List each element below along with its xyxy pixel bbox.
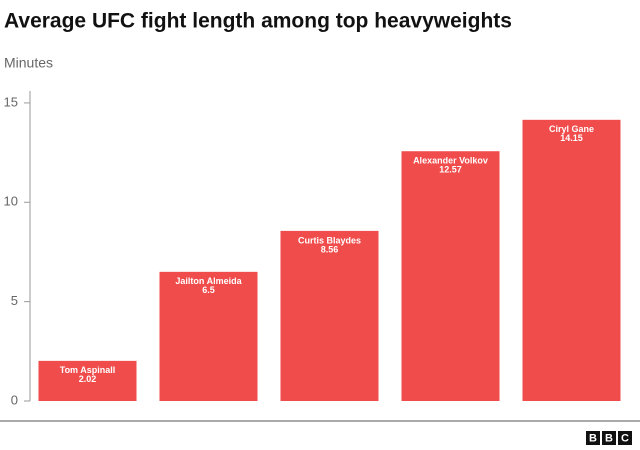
logo-letter: C [621,432,629,444]
bar [401,151,500,401]
bar [522,119,621,402]
bar [280,230,379,401]
bar-category-label: Alexander Volkov [413,156,488,166]
bar-category-label: Ciryl Gane [549,124,594,134]
y-tick-label: 15 [4,94,18,109]
y-axis-label: Minutes [4,55,53,71]
bar-category-label: Jailton Almeida [175,276,242,286]
bar-value-label: 14.15 [560,133,583,143]
chart-title: Average UFC fight length among top heavy… [4,10,512,33]
bar-value-label: 12.57 [439,165,462,175]
bar-category-label: Curtis Blaydes [298,235,361,245]
logo-letter: B [605,432,613,444]
logo-letter: B [589,432,597,444]
bar-value-label: 6.5 [202,285,215,295]
logo-box [586,431,600,445]
bar-value-label: 8.56 [321,244,339,254]
y-tick-label: 5 [11,293,18,308]
bar [38,360,137,401]
bar [159,271,258,401]
y-tick-label: 10 [4,194,18,209]
y-tick-label: 0 [11,392,18,407]
logo-box [618,431,632,445]
logo-box [602,431,616,445]
bar-category-label: Tom Aspinall [60,365,116,375]
bar-value-label: 2.02 [79,374,97,384]
